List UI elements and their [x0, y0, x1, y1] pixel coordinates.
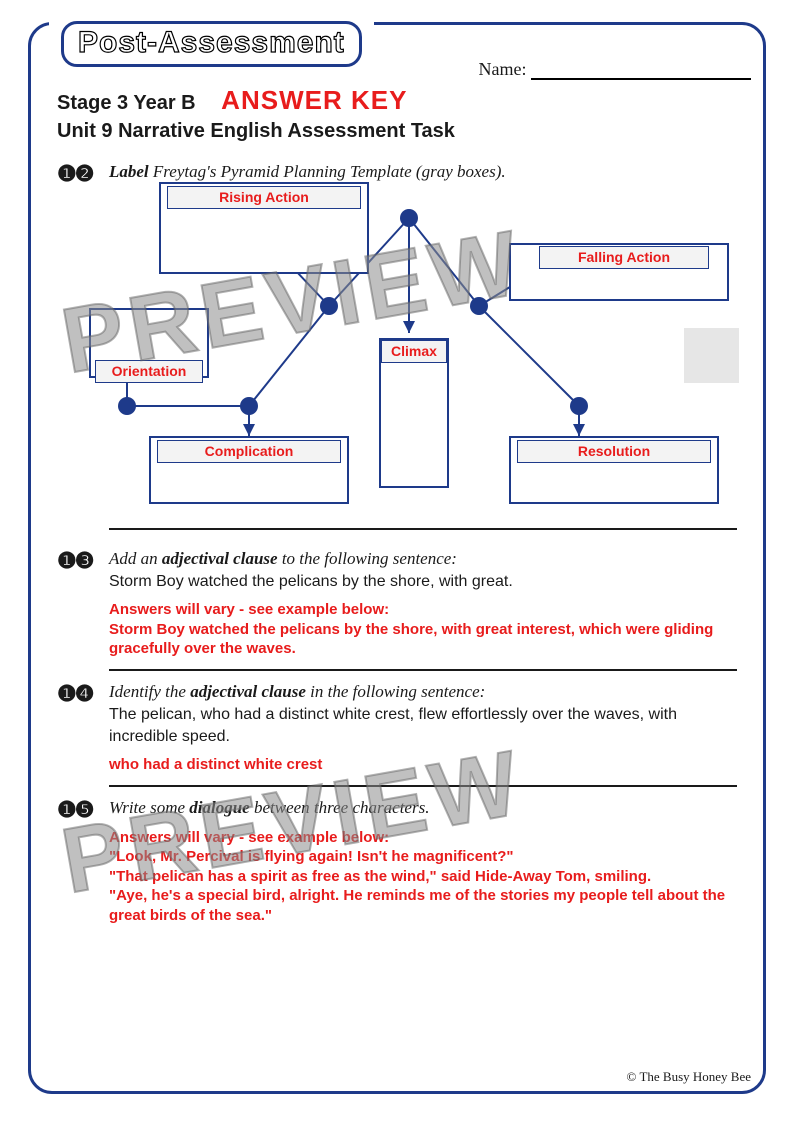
q13-instruction: Add an adjectival clause to the followin…: [109, 548, 737, 571]
question-13: ❶❸ Add an adjectival clause to the follo…: [57, 548, 737, 671]
header-title: Post-Assessment: [78, 26, 345, 59]
label-climax: Climax: [381, 340, 447, 363]
divider: [109, 669, 737, 671]
footer-credit: © The Busy Honey Bee: [627, 1069, 751, 1085]
label-falling: Falling Action: [539, 246, 709, 269]
name-label: Name:: [479, 59, 527, 79]
divider: [109, 528, 737, 530]
answer-key-label: ANSWER KEY: [221, 85, 407, 115]
label-orientation: Orientation: [95, 360, 203, 383]
q12-number: ❶❷: [57, 161, 109, 187]
name-input-line[interactable]: [531, 78, 751, 80]
q13-number: ❶❸: [57, 548, 109, 574]
node-3: [320, 297, 338, 315]
q14-answer: who had a distinct white crest: [109, 755, 737, 775]
q12-rest: Freytag's Pyramid Planning Template (gra…: [149, 162, 506, 181]
question-12: ❶❷ Label Freytag's Pyramid Planning Temp…: [57, 161, 737, 518]
question-15: ❶❺ Write some dialogue between three cha…: [57, 797, 737, 925]
node-6: [570, 397, 588, 415]
freytag-diagram: Orientation Rising Action Climax Falling…: [109, 188, 749, 518]
q14-sentence: The pelican, who had a distinct white cr…: [109, 704, 737, 747]
q15-number: ❶❺: [57, 797, 109, 823]
q15-instruction: Write some dialogue between three charac…: [109, 797, 737, 820]
node-2: [240, 397, 258, 415]
divider: [109, 785, 737, 787]
q14-number: ❶❹: [57, 681, 109, 707]
label-complication: Complication: [157, 440, 341, 463]
q12-bold: Label: [109, 162, 149, 181]
q13-sentence: Storm Boy watched the pelicans by the sh…: [109, 571, 737, 593]
label-rising: Rising Action: [167, 186, 361, 209]
q14-instruction: Identify the adjectival clause in the fo…: [109, 681, 737, 704]
unit-title: Unit 9 Narrative English Assessment Task: [57, 120, 737, 143]
header-pill: Post-Assessment: [49, 21, 374, 67]
node-1: [118, 397, 136, 415]
node-4: [400, 209, 418, 227]
q13-answer: Answers will vary - see example below: S…: [109, 600, 737, 659]
stage-row: Stage 3 Year B ANSWER KEY: [57, 85, 737, 116]
name-row: Name:: [479, 59, 751, 80]
q12-instruction: Label Freytag's Pyramid Planning Templat…: [109, 161, 749, 184]
label-resolution: Resolution: [517, 440, 711, 463]
node-5: [470, 297, 488, 315]
q15-answer: Answers will vary - see example below: "…: [109, 828, 737, 926]
page-frame: Post-Assessment Name: Stage 3 Year B ANS…: [28, 22, 766, 1094]
question-14: ❶❹ Identify the adjectival clause in the…: [57, 681, 737, 787]
stage-text: Stage 3 Year B: [57, 92, 196, 114]
